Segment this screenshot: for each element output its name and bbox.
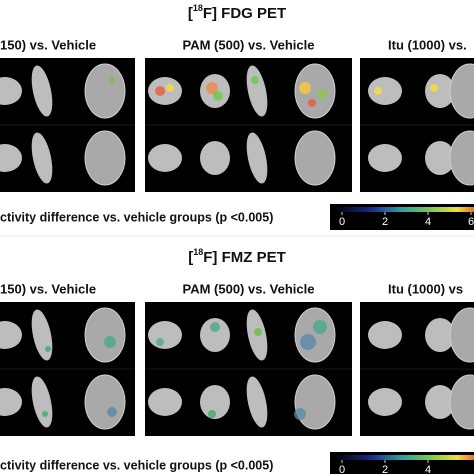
title-rest: F] FDG PET [203, 5, 286, 22]
brain-image [368, 388, 402, 416]
brain-image [31, 65, 53, 117]
brain-image [0, 144, 22, 172]
brain-image [84, 374, 126, 430]
colorbar-tick-label: 0 [339, 216, 345, 228]
brain-image [84, 307, 126, 363]
brain-image [425, 318, 455, 352]
brain-image [148, 144, 182, 172]
colorbar-tick-label: 0 [339, 464, 345, 474]
panel-header: PAM (500) vs. Vehicle [183, 281, 315, 296]
colorbar [334, 207, 474, 212]
legend-label: ctivity difference vs. vehicle groups (p… [0, 458, 273, 472]
title-bracket: [ [188, 5, 193, 22]
title-rest: F] FMZ PET [203, 249, 286, 266]
brain-image [368, 144, 402, 172]
activity-blob [308, 99, 316, 107]
title-isotope: 18 [193, 247, 203, 257]
brain-image [449, 130, 474, 186]
activity-blob [208, 410, 216, 418]
activity-blob [107, 407, 117, 417]
colorbar-tick-label: 6 [468, 216, 474, 228]
activity-blob [313, 320, 327, 334]
brain-image [425, 141, 455, 175]
brain-image [148, 388, 182, 416]
brain-image [200, 318, 230, 352]
brain-image [294, 307, 336, 363]
panel-header: Itu (1000) vs. [388, 37, 467, 52]
panel-header: 150) vs. Vehicle [0, 37, 96, 52]
activity-blob [155, 86, 165, 96]
brain-image [449, 374, 474, 430]
colorbar [334, 455, 474, 460]
brain-image [84, 63, 126, 119]
legend-label: ctivity difference vs. vehicle groups (p… [0, 210, 273, 224]
brain-image [0, 388, 22, 416]
activity-blob [430, 84, 438, 92]
brain-image [200, 385, 230, 419]
activity-blob [45, 346, 51, 352]
panel-header: Itu (1000) vs [388, 281, 463, 296]
activity-blob [299, 82, 311, 94]
brain-image [246, 376, 268, 428]
activity-blob [251, 76, 259, 84]
activity-blob [109, 77, 115, 83]
activity-blob [42, 411, 48, 417]
activity-blob [166, 84, 174, 92]
panel-header: PAM (500) vs. Vehicle [183, 37, 315, 52]
activity-blob [294, 408, 306, 420]
brain-image [84, 130, 126, 186]
brain-image [200, 141, 230, 175]
brain-image [294, 63, 336, 119]
colorbar-tick-label: 4 [425, 464, 431, 474]
colorbar-tick-label: 2 [382, 216, 388, 228]
activity-blob [317, 89, 327, 99]
activity-blob [104, 336, 116, 348]
title-bracket: [ [188, 249, 193, 266]
brain-image [368, 77, 402, 105]
colorbar-tick-label: 4 [425, 216, 431, 228]
activity-blob [156, 338, 164, 346]
activity-blob [210, 322, 220, 332]
activity-blob [206, 82, 218, 94]
colorbar-tick-label: 2 [382, 464, 388, 474]
section-title: [18F] FMZ PET [188, 247, 286, 266]
activity-blob [254, 328, 262, 336]
brain-image [148, 321, 182, 349]
brain-image [294, 374, 336, 430]
activity-blob [213, 91, 223, 101]
brain-image [0, 77, 22, 105]
section-title: [18F] FDG PET [188, 3, 286, 22]
brain-image [0, 321, 22, 349]
brain-image [425, 74, 455, 108]
brain-image [449, 307, 474, 363]
panel-header: 150) vs. Vehicle [0, 281, 96, 296]
brain-image [425, 385, 455, 419]
activity-blob [300, 334, 316, 350]
brain-image [449, 63, 474, 119]
brain-image [246, 132, 268, 184]
brain-image [294, 130, 336, 186]
activity-blob [374, 87, 382, 95]
title-isotope: 18 [193, 3, 203, 13]
brain-image [368, 321, 402, 349]
brain-image [31, 132, 53, 184]
